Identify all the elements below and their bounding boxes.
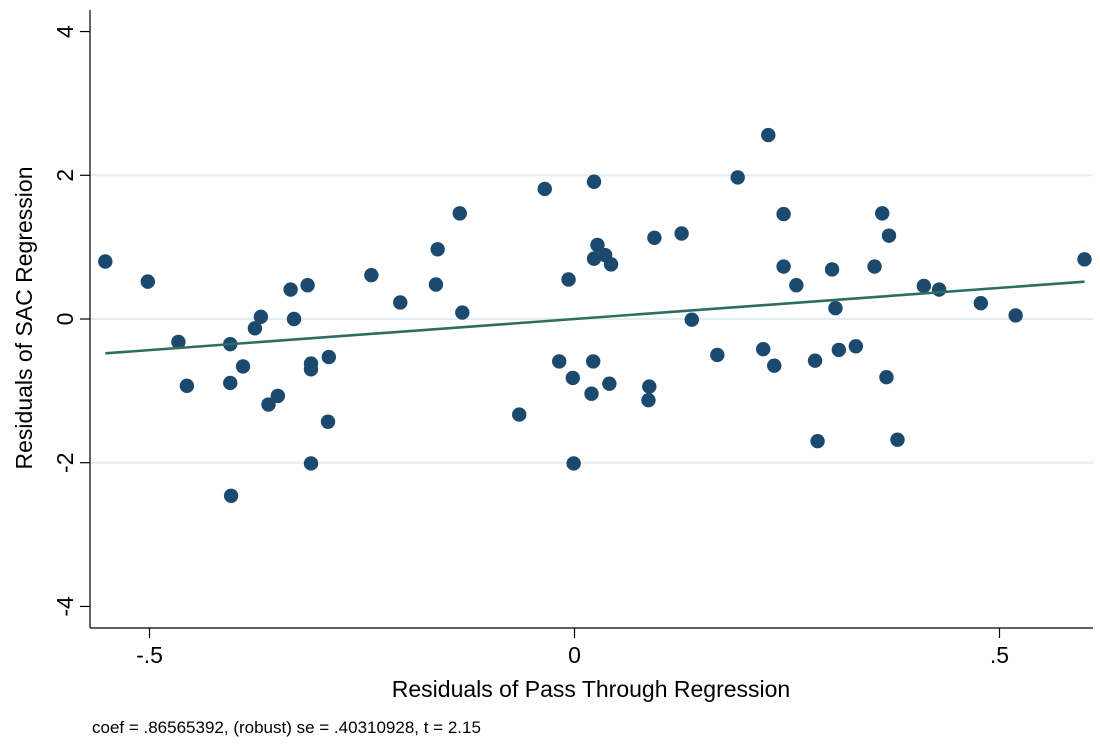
data-points [98, 127, 1092, 503]
data-point [430, 242, 445, 257]
data-point [776, 259, 791, 274]
data-point [756, 341, 771, 357]
data-point [286, 311, 302, 327]
data-point [300, 278, 315, 293]
data-point [235, 359, 251, 374]
data-point [283, 282, 298, 297]
data-point [428, 277, 444, 292]
data-point [364, 267, 379, 283]
data-point [561, 272, 576, 287]
data-point [261, 397, 276, 412]
x-tick-label: .5 [990, 642, 1009, 668]
data-point [890, 432, 905, 447]
regression-note: coef = .86565392, (robust) se = .4031092… [92, 718, 481, 737]
data-point [647, 230, 662, 245]
data-point [565, 370, 580, 386]
data-point [566, 456, 581, 471]
data-point [320, 414, 336, 429]
y-tick-label: -2 [52, 452, 78, 472]
data-point [223, 488, 239, 503]
data-point [828, 301, 843, 316]
data-point [831, 342, 847, 358]
data-point [710, 347, 725, 363]
x-tick-label: 0 [568, 642, 581, 668]
data-point [270, 388, 286, 404]
data-point [98, 254, 113, 269]
data-point [586, 354, 601, 369]
data-point [321, 349, 337, 365]
data-point [452, 206, 467, 221]
scatter-chart: -4 -2 0 2 4 -.5 0 .5 Residuals of Pass Through … [11, 10, 1093, 702]
data-point [247, 321, 263, 336]
data-point [767, 358, 782, 373]
x-tick-label: -.5 [136, 642, 163, 668]
data-point [776, 206, 791, 222]
data-point [253, 309, 269, 325]
data-point [931, 282, 947, 297]
data-point [393, 295, 408, 310]
y-tick-label: -4 [52, 596, 78, 617]
data-point [590, 237, 605, 253]
data-point [584, 386, 599, 401]
data-point [973, 295, 988, 311]
data-point [824, 262, 840, 277]
data-point [603, 257, 619, 272]
data-point [171, 334, 186, 350]
fit-line [105, 280, 1085, 355]
data-point [455, 305, 470, 320]
data-point [537, 181, 552, 197]
data-point [641, 393, 656, 408]
data-point [140, 274, 155, 289]
y-axis-title: Residuals of SAC Regression [11, 167, 37, 470]
y-tick-label: 0 [52, 313, 78, 326]
data-point [512, 407, 527, 422]
data-point [674, 226, 689, 241]
data-point [223, 375, 238, 391]
data-point [586, 174, 602, 189]
data-point [684, 312, 699, 327]
data-point [810, 433, 825, 449]
data-point [848, 339, 864, 354]
data-point [916, 278, 932, 294]
data-point [730, 170, 745, 185]
data-point [586, 251, 602, 266]
data-point [179, 378, 195, 394]
data-point [642, 379, 657, 394]
data-point [1077, 252, 1092, 267]
y-tick-label: 2 [52, 169, 78, 182]
data-point [1008, 308, 1023, 323]
data-point [881, 228, 897, 243]
data-point [875, 206, 890, 221]
data-point [807, 353, 823, 368]
fit-line-layer [105, 280, 1085, 355]
data-point [552, 354, 567, 369]
data-point [303, 362, 319, 377]
data-point [879, 370, 894, 385]
x-axis-title: Residuals of Pass Through Regression [392, 676, 790, 702]
data-point [761, 127, 776, 143]
data-point [789, 278, 804, 293]
data-point [602, 376, 617, 391]
data-point [303, 456, 319, 471]
axis-ticks: -4 -2 0 2 4 -.5 0 .5 [52, 25, 1009, 668]
data-point [867, 259, 882, 274]
y-tick-label: 4 [52, 25, 78, 38]
